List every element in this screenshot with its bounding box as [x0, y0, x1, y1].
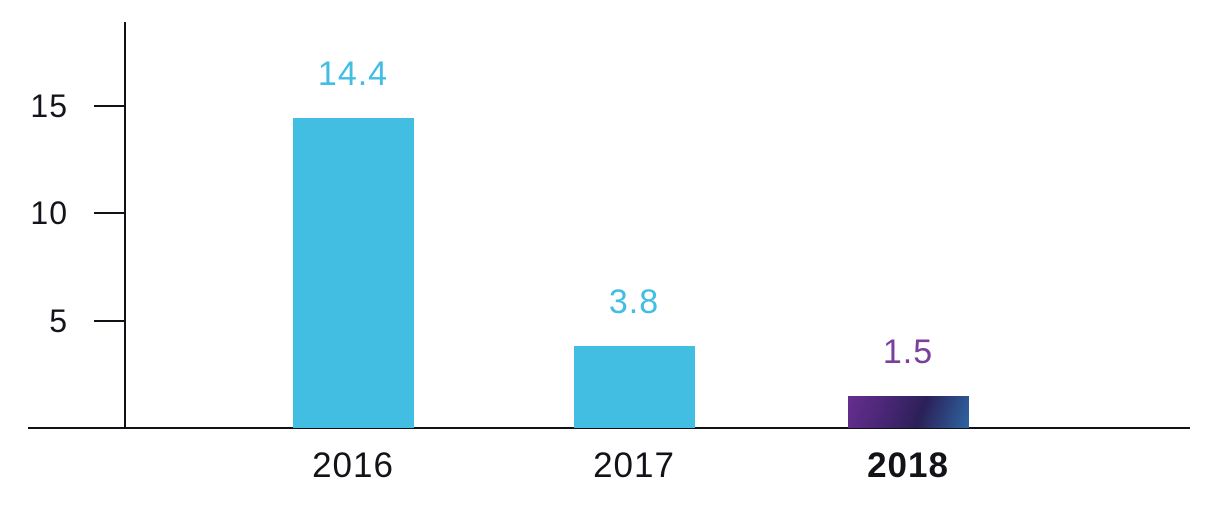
y-axis-line: [124, 22, 126, 428]
value-label-2017: 3.8: [608, 283, 660, 322]
bar-2017: [573, 346, 695, 428]
value-label-2016: 14.4: [317, 55, 389, 94]
value-label-2018: 1.5: [882, 332, 934, 371]
y-axis-tick: [94, 212, 124, 214]
y-axis-tick-label: 5: [49, 302, 68, 339]
y-axis-tick-label: 15: [30, 87, 68, 124]
bar-2018: [847, 395, 969, 428]
y-axis-tick: [94, 104, 124, 107]
x-axis-line: [28, 427, 1190, 429]
y-axis-tick: [94, 319, 124, 322]
y-axis-tick-label: 10: [30, 195, 68, 231]
category-label-2016: 2016: [312, 446, 394, 485]
bar-2016: [292, 118, 414, 428]
category-label-2017: 2017: [593, 446, 675, 485]
category-label-2018: 2018: [867, 446, 949, 485]
